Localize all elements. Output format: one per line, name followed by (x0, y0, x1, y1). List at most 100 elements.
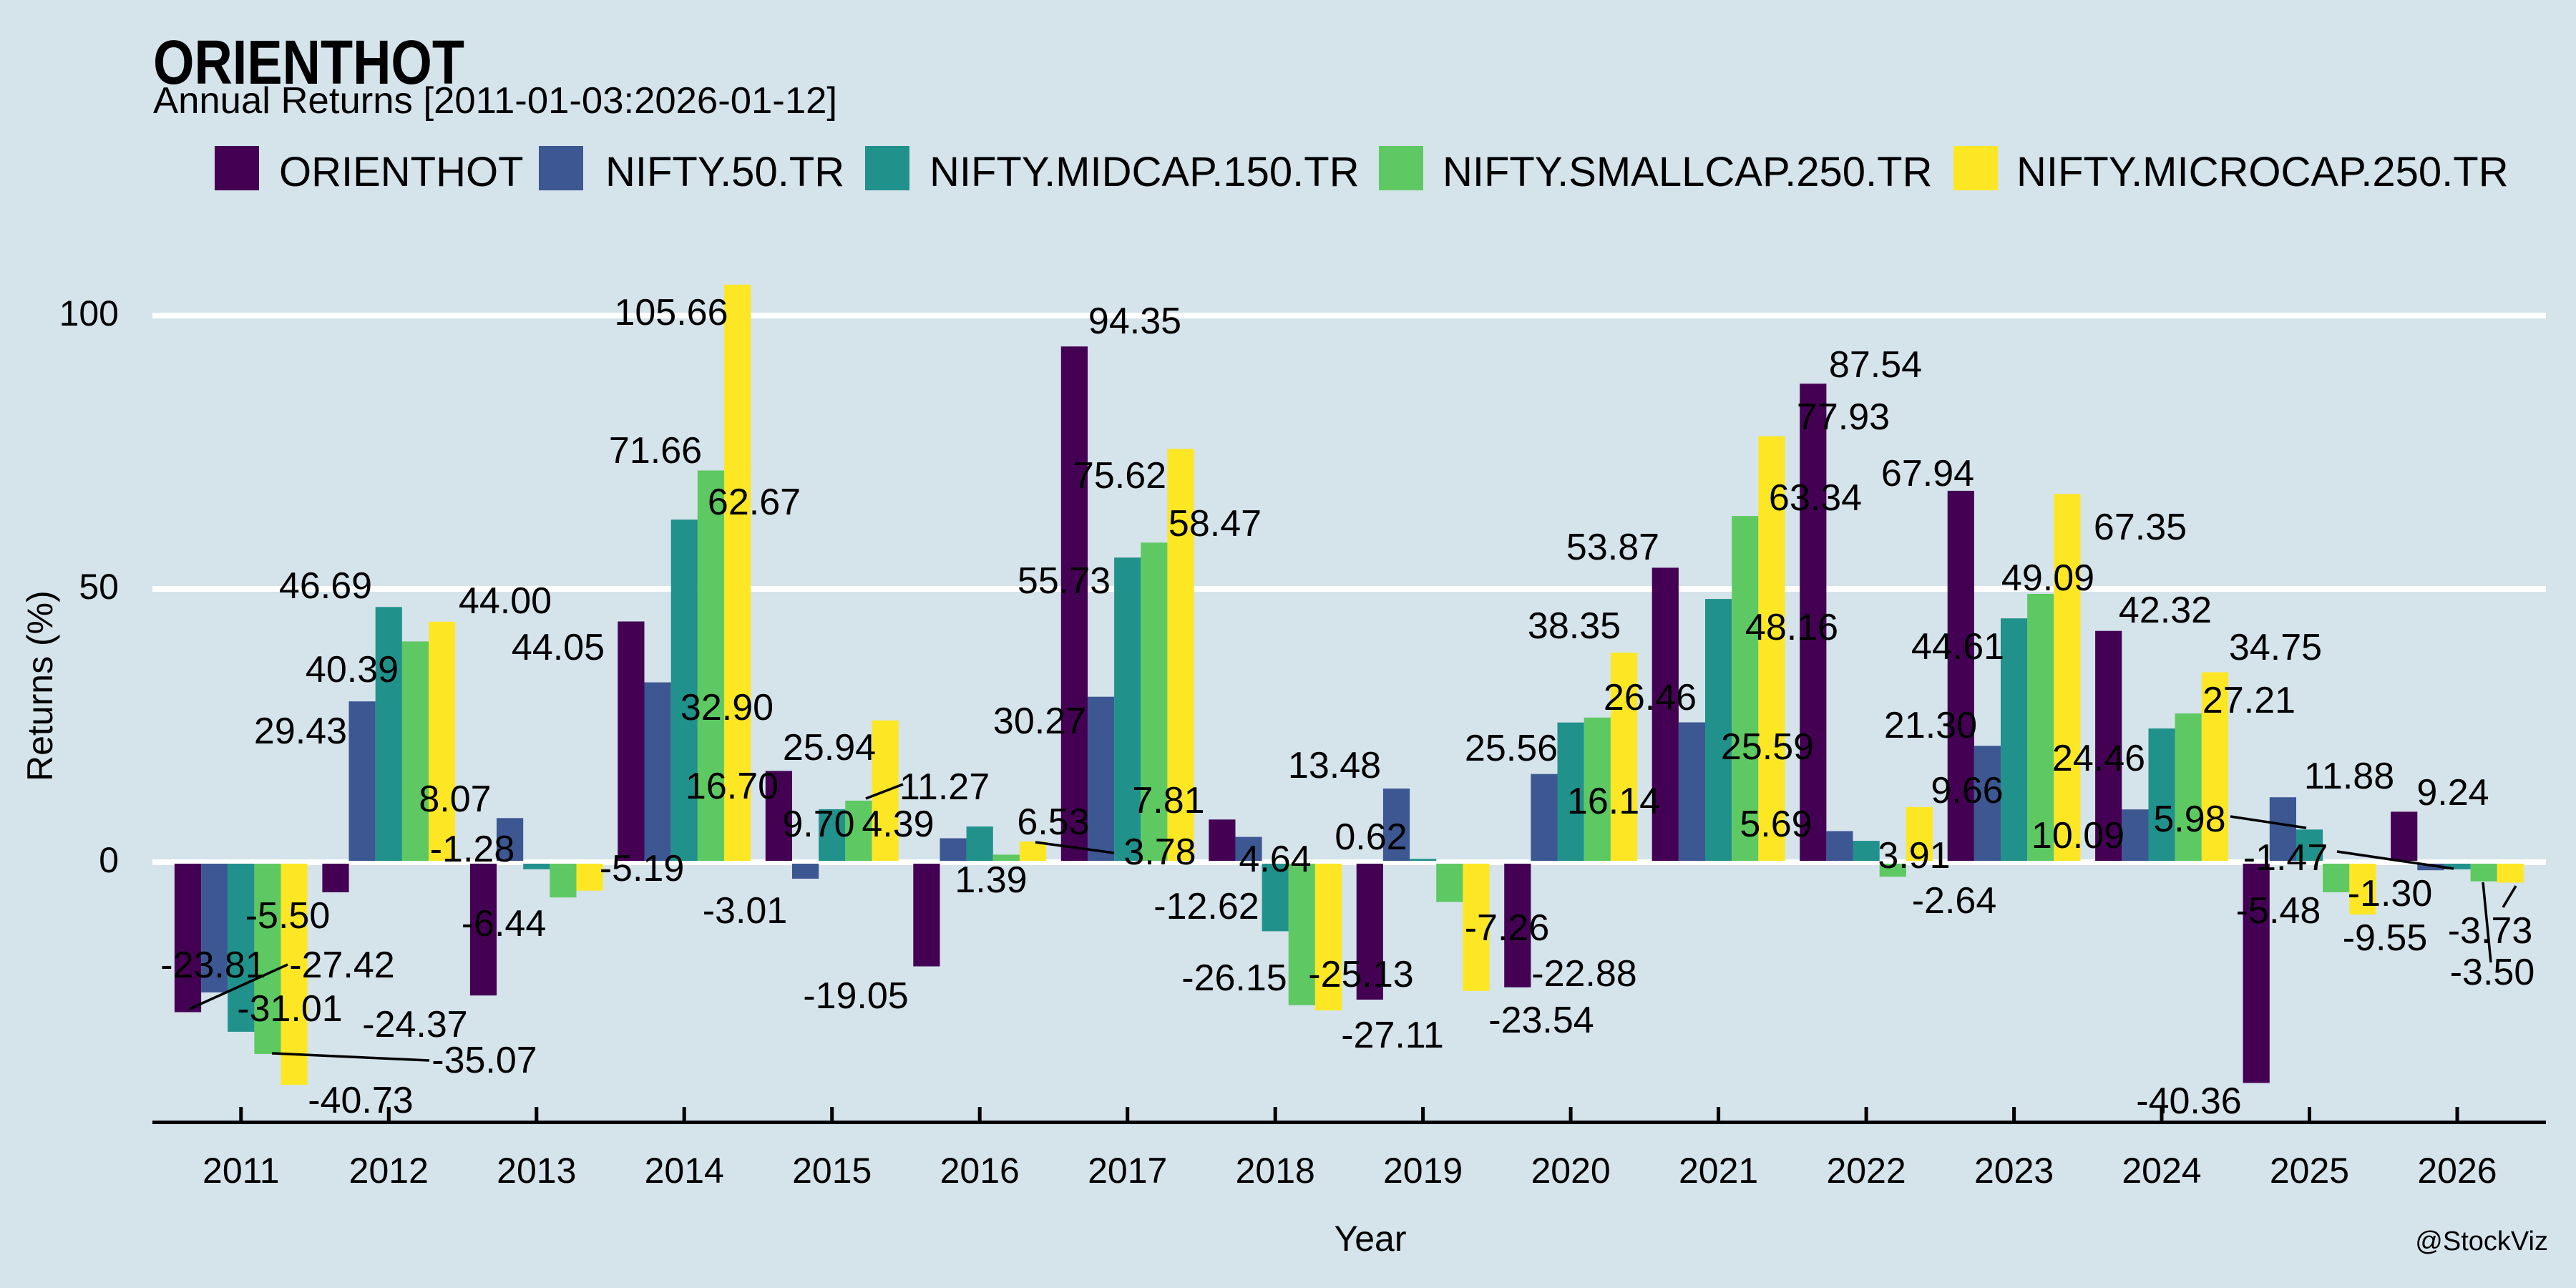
svg-text:2015: 2015 (792, 1151, 872, 1191)
svg-text:62.67: 62.67 (708, 482, 801, 523)
svg-text:29.43: 29.43 (254, 711, 347, 752)
svg-text:2022: 2022 (1826, 1151, 1906, 1191)
svg-text:3.78: 3.78 (1123, 831, 1196, 873)
svg-text:NIFTY.SMALLCAP.250.TR: NIFTY.SMALLCAP.250.TR (1443, 149, 1932, 195)
svg-text:-9.55: -9.55 (2343, 917, 2428, 959)
svg-text:-5.48: -5.48 (2236, 890, 2321, 932)
svg-text:NIFTY.MIDCAP.150.TR: NIFTY.MIDCAP.150.TR (930, 149, 1360, 195)
svg-text:-26.15: -26.15 (1181, 957, 1287, 999)
svg-text:Annual Returns [2011-01-03:202: Annual Returns [2011-01-03:2026-01-12] (153, 80, 837, 122)
svg-text:11.88: 11.88 (2304, 756, 2394, 797)
svg-text:-19.05: -19.05 (803, 975, 908, 1017)
svg-text:4.39: 4.39 (862, 804, 934, 845)
svg-text:2021: 2021 (1679, 1151, 1758, 1191)
svg-text:40.39: 40.39 (306, 649, 399, 691)
svg-text:6.53: 6.53 (1017, 801, 1089, 843)
svg-text:-5.50: -5.50 (245, 895, 331, 937)
svg-text:27.21: 27.21 (2202, 680, 2296, 721)
svg-text:-12.62: -12.62 (1153, 886, 1259, 927)
svg-text:38.35: 38.35 (1528, 605, 1621, 647)
svg-text:-25.13: -25.13 (1308, 954, 1413, 995)
svg-text:16.70: 16.70 (686, 766, 779, 807)
svg-text:13.48: 13.48 (1288, 745, 1381, 786)
svg-text:1.39: 1.39 (955, 859, 1027, 901)
svg-text:-7.26: -7.26 (1465, 907, 1550, 949)
svg-text:-23.54: -23.54 (1488, 1000, 1594, 1041)
svg-text:2016: 2016 (940, 1151, 1020, 1191)
svg-text:67.35: 67.35 (2094, 507, 2187, 548)
svg-text:2011: 2011 (203, 1151, 280, 1191)
svg-text:9.70: 9.70 (782, 804, 854, 845)
svg-text:2023: 2023 (1974, 1151, 2054, 1191)
svg-text:94.35: 94.35 (1088, 301, 1181, 342)
svg-text:5.69: 5.69 (1740, 804, 1812, 845)
svg-text:3.91: 3.91 (1878, 835, 1950, 877)
svg-text:50: 50 (79, 567, 119, 607)
svg-text:105.66: 105.66 (614, 292, 728, 333)
svg-text:55.73: 55.73 (1018, 560, 1111, 602)
svg-text:42.32: 42.32 (2119, 590, 2212, 631)
svg-text:-6.44: -6.44 (462, 903, 547, 945)
svg-text:ORIENTHOT: ORIENTHOT (153, 28, 464, 97)
svg-text:Returns (%): Returns (%) (20, 590, 60, 781)
svg-text:8.07: 8.07 (419, 779, 491, 820)
svg-text:2017: 2017 (1088, 1151, 1167, 1191)
svg-text:-3.73: -3.73 (2448, 910, 2533, 952)
svg-text:-1.28: -1.28 (430, 829, 515, 870)
svg-text:2012: 2012 (349, 1151, 429, 1191)
svg-text:2018: 2018 (1236, 1151, 1315, 1191)
svg-text:67.94: 67.94 (1881, 453, 1974, 494)
svg-text:10.09: 10.09 (2031, 815, 2124, 857)
svg-text:32.90: 32.90 (680, 687, 774, 728)
svg-text:-24.37: -24.37 (362, 1004, 467, 1045)
svg-text:-2.64: -2.64 (1912, 880, 1997, 922)
svg-text:5.98: 5.98 (2153, 799, 2225, 840)
svg-text:-3.01: -3.01 (703, 890, 788, 932)
svg-text:2025: 2025 (2270, 1151, 2349, 1191)
svg-text:NIFTY.50.TR: NIFTY.50.TR (605, 149, 844, 195)
svg-text:24.46: 24.46 (2052, 738, 2145, 779)
svg-text:9.24: 9.24 (2416, 772, 2489, 814)
svg-text:NIFTY.MICROCAP.250.TR: NIFTY.MICROCAP.250.TR (2016, 149, 2509, 195)
svg-text:2026: 2026 (2417, 1151, 2497, 1191)
svg-text:53.87: 53.87 (1566, 527, 1659, 568)
svg-text:100: 100 (59, 293, 119, 333)
svg-text:63.34: 63.34 (1769, 477, 1862, 519)
svg-text:11.27: 11.27 (899, 766, 990, 808)
svg-text:44.05: 44.05 (512, 627, 605, 668)
svg-text:87.54: 87.54 (1829, 344, 1922, 386)
svg-text:-23.81: -23.81 (160, 945, 265, 986)
svg-text:48.16: 48.16 (1745, 607, 1838, 648)
svg-text:25.94: 25.94 (783, 727, 876, 769)
svg-text:71.66: 71.66 (609, 430, 702, 472)
svg-text:77.93: 77.93 (1797, 396, 1890, 438)
svg-text:2014: 2014 (645, 1151, 724, 1191)
svg-text:0.62: 0.62 (1335, 816, 1407, 858)
svg-text:25.59: 25.59 (1721, 726, 1814, 768)
svg-text:30.27: 30.27 (993, 701, 1086, 742)
svg-text:-1.30: -1.30 (2348, 873, 2433, 914)
svg-text:-35.07: -35.07 (431, 1040, 537, 1081)
svg-text:2013: 2013 (497, 1151, 576, 1191)
svg-text:34.75: 34.75 (2229, 627, 2322, 668)
svg-text:44.00: 44.00 (459, 580, 552, 622)
svg-text:2024: 2024 (2122, 1151, 2201, 1191)
svg-text:@StockViz: @StockViz (2415, 1226, 2548, 1257)
svg-text:7.81: 7.81 (1132, 780, 1204, 821)
svg-text:-3.50: -3.50 (2450, 952, 2535, 993)
svg-text:46.69: 46.69 (279, 565, 372, 607)
svg-text:16.14: 16.14 (1567, 781, 1660, 822)
svg-text:49.09: 49.09 (2001, 557, 2094, 599)
svg-text:26.46: 26.46 (1604, 677, 1697, 718)
svg-text:2019: 2019 (1383, 1151, 1463, 1191)
svg-text:25.56: 25.56 (1465, 728, 1558, 769)
svg-text:Year: Year (1334, 1219, 1406, 1259)
svg-text:-27.42: -27.42 (289, 945, 394, 986)
svg-text:-31.01: -31.01 (237, 988, 342, 1030)
svg-text:-40.36: -40.36 (2136, 1080, 2241, 1122)
svg-text:-5.19: -5.19 (600, 848, 685, 889)
svg-text:-27.11: -27.11 (1341, 1015, 1444, 1056)
svg-text:-1.47: -1.47 (2243, 837, 2328, 879)
svg-text:9.66: 9.66 (1931, 770, 2003, 811)
svg-text:2020: 2020 (1531, 1151, 1610, 1191)
